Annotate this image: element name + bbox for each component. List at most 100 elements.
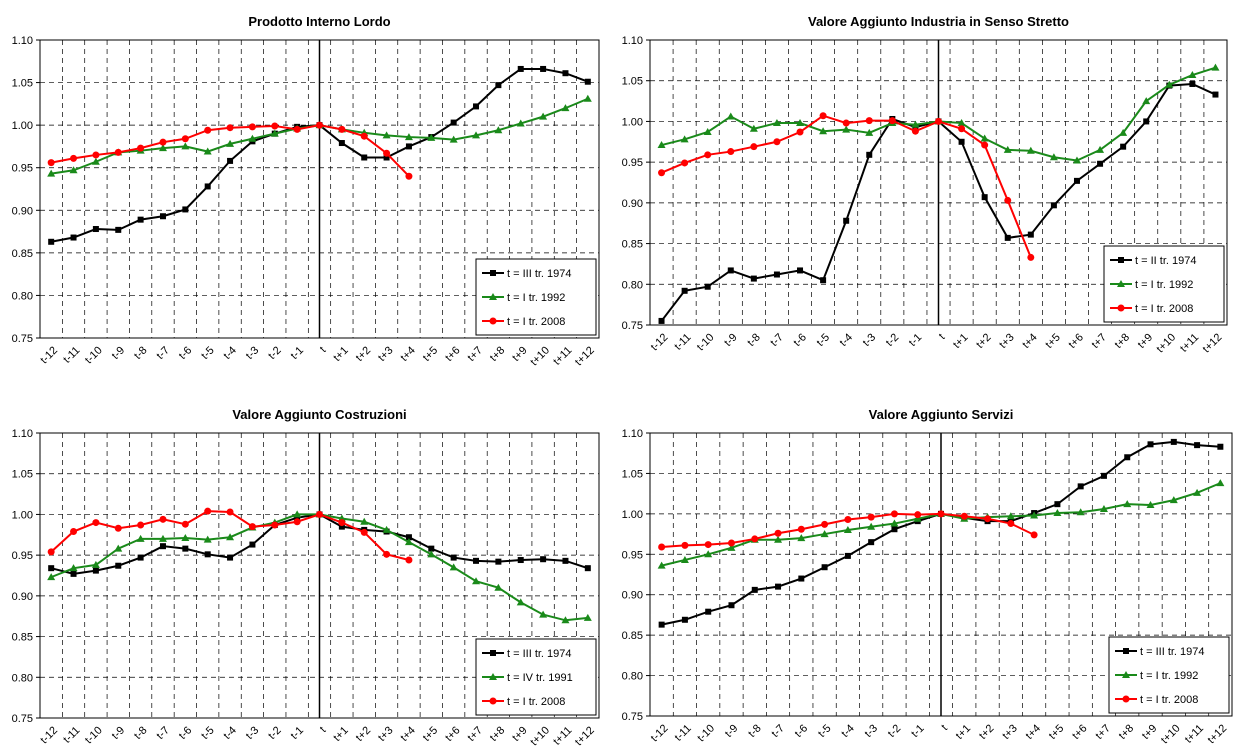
x-tick-label: t-6	[177, 344, 195, 362]
y-tick-label: 0.90	[12, 591, 33, 603]
marker	[114, 148, 122, 156]
marker	[844, 552, 851, 559]
marker	[1054, 501, 1061, 508]
marker	[1004, 196, 1012, 204]
marker	[517, 557, 524, 564]
marker	[727, 148, 735, 156]
marker	[727, 539, 735, 547]
marker	[819, 112, 827, 120]
y-tick-label: 1.05	[622, 468, 643, 480]
marker	[1050, 202, 1057, 209]
marker	[867, 522, 876, 530]
x-tick-label: t-9	[723, 722, 741, 740]
y-tick-label: 0.90	[12, 205, 33, 217]
marker	[137, 521, 145, 529]
legend-label: t = I tr. 2008	[507, 696, 565, 708]
y-tick-label: 0.95	[12, 163, 33, 175]
x-tick-label: t+6	[1066, 331, 1086, 351]
marker	[137, 216, 144, 223]
y-tick-label: 0.75	[12, 713, 33, 725]
marker	[1147, 441, 1154, 448]
marker	[47, 159, 55, 167]
y-tick-label: 0.80	[622, 279, 643, 291]
x-tick-label: t-11	[673, 722, 694, 743]
marker	[489, 673, 497, 680]
marker	[1142, 97, 1151, 105]
marker	[92, 519, 100, 527]
marker	[562, 70, 569, 77]
marker	[751, 586, 758, 593]
marker	[203, 535, 212, 543]
marker	[1026, 146, 1035, 154]
marker	[293, 125, 301, 133]
marker	[797, 534, 806, 542]
marker	[1076, 508, 1085, 516]
x-tick-label: t+6	[1070, 722, 1090, 742]
y-tick-label: 0.80	[12, 290, 33, 302]
x-tick-label: t-1	[289, 344, 307, 362]
y-tick-label: 0.90	[622, 198, 643, 210]
marker	[494, 126, 503, 134]
x-tick-label: t	[318, 724, 329, 735]
marker	[681, 287, 688, 294]
marker	[1123, 648, 1129, 654]
marker	[1030, 531, 1038, 539]
marker	[890, 510, 898, 518]
marker	[271, 122, 279, 130]
x-tick-label: t-8	[132, 344, 150, 362]
marker	[775, 583, 782, 590]
marker	[227, 554, 234, 561]
marker	[704, 550, 713, 558]
chart: Valore Aggiunto Industria in Senso Stret…	[622, 14, 1228, 355]
x-tick-label: t+11	[1183, 722, 1206, 745]
marker	[360, 528, 368, 536]
y-tick-label: 0.85	[622, 630, 643, 642]
marker	[681, 541, 689, 549]
marker	[137, 144, 145, 152]
x-tick-label: t+3	[376, 724, 396, 744]
marker	[1003, 145, 1012, 153]
marker	[159, 543, 166, 550]
marker	[1189, 80, 1196, 87]
marker	[181, 142, 190, 150]
marker	[772, 119, 781, 127]
y-tick-label: 0.80	[12, 672, 33, 684]
x-tick-label: t+4	[398, 344, 418, 364]
y-tick-label: 1.10	[12, 428, 33, 440]
marker	[270, 129, 279, 137]
marker	[705, 608, 712, 615]
marker	[136, 534, 145, 542]
marker	[159, 515, 167, 523]
marker	[865, 128, 874, 136]
x-tick-label: t-8	[745, 331, 763, 349]
marker	[490, 650, 496, 656]
x-tick-label: t+3	[376, 344, 396, 364]
marker	[1007, 520, 1015, 528]
x-tick-label: t+5	[1043, 331, 1063, 351]
marker	[1124, 454, 1131, 461]
marker	[181, 520, 189, 528]
x-tick-label: t+8	[488, 344, 508, 364]
marker	[727, 543, 736, 551]
x-tick-label: t+5	[1047, 722, 1067, 742]
marker	[890, 519, 899, 527]
marker	[1217, 443, 1224, 450]
x-tick-label: t-12	[38, 344, 60, 366]
marker	[516, 598, 525, 606]
y-tick-label: 0.95	[12, 550, 33, 562]
marker	[92, 226, 99, 233]
marker	[937, 510, 945, 518]
marker	[1143, 118, 1150, 125]
y-tick-label: 0.85	[12, 632, 33, 644]
chart: Prodotto Interno Lordo 0.75 0.80 0.85 0.90 0.…	[12, 14, 600, 368]
x-tick-label: t+5	[421, 724, 441, 744]
marker	[1194, 442, 1201, 449]
x-tick-label: t	[939, 722, 950, 733]
marker	[1117, 304, 1125, 312]
x-tick-label: t-4	[838, 331, 856, 349]
marker	[911, 120, 920, 128]
y-tick-label: 0.95	[622, 549, 643, 561]
x-tick-label: t+8	[1113, 331, 1133, 351]
y-tick-label: 1.00	[12, 120, 33, 132]
marker	[1118, 257, 1124, 263]
